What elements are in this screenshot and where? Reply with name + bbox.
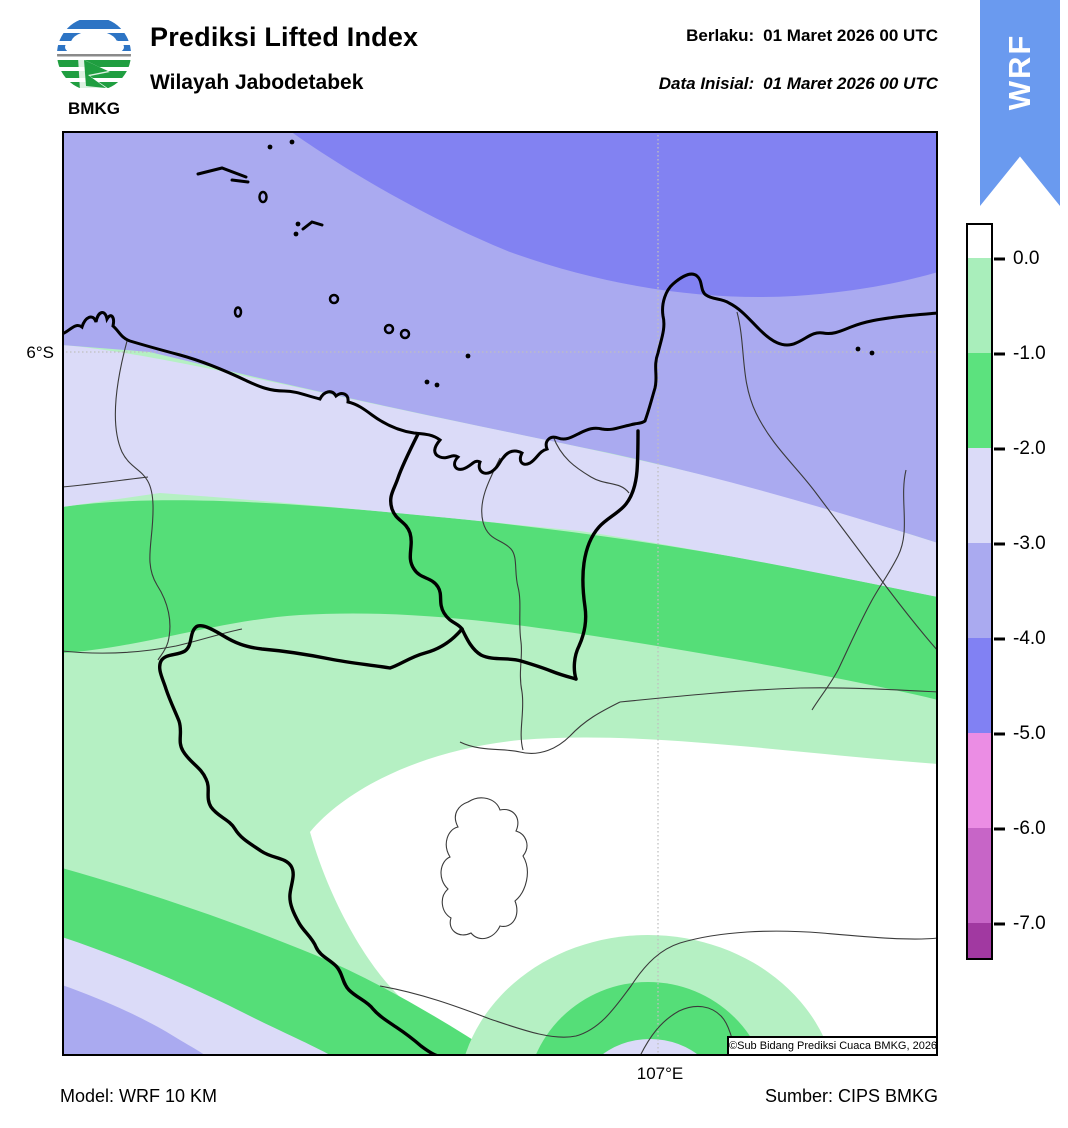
bmkg-logo-globe [57, 17, 131, 91]
fill-band-positive [310, 737, 938, 1056]
coastline [62, 272, 938, 475]
lon-tick-label: 107°E [636, 1064, 684, 1083]
colorbar-tick [994, 827, 1005, 830]
lat-tick-label: 6°S [26, 343, 54, 362]
valid-time-row: Berlaku: 01 Maret 2026 00 UTC [686, 26, 938, 46]
fill-band-m1-to-m2 [62, 500, 938, 700]
valid-time-label: Berlaku: [686, 26, 755, 45]
colorbar-segment [968, 353, 991, 448]
init-time-row: Data Inisial: 01 Maret 2026 00 UTC [659, 74, 938, 94]
colorbar-tick [994, 922, 1005, 925]
colorbar-segment [968, 225, 991, 258]
init-time-value: 01 Maret 2026 00 UTC [763, 74, 938, 93]
fill-bullseye-green [535, 982, 761, 1056]
admin-boundary-thick [157, 429, 640, 1056]
colorbar-tick [994, 447, 1005, 450]
colorbar-tick [994, 637, 1005, 640]
colorbar-tick [994, 732, 1005, 735]
bogor-city-outline [440, 797, 528, 940]
colorbar-bar [966, 223, 993, 960]
colorbar-segment [968, 543, 991, 638]
fill-band-m2-to-m3 [62, 345, 938, 597]
copyright-box: ©Sub Bidang Prediksi Cuaca BMKG, 2026 [727, 1036, 938, 1056]
valid-time-value: 01 Maret 2026 00 UTC [763, 26, 938, 45]
fill-band-m4-to-m5 [290, 131, 938, 298]
colorbar-tick-label: -7.0 [1013, 912, 1046, 934]
model-label: Model: WRF 10 KM [60, 1086, 218, 1106]
bmkg-logo-text: BMKG [68, 99, 120, 118]
colorbar-segment [968, 258, 991, 353]
colorbar-tick-label: -3.0 [1013, 532, 1046, 554]
colorbar-tick [994, 257, 1005, 260]
colorbar-segment [968, 923, 991, 958]
init-time-label: Data Inisial: [658, 74, 755, 93]
admin-boundaries-thin [62, 311, 938, 1056]
fill-bullseye-core [600, 1039, 700, 1056]
bmkg-logo: BMKG [57, 17, 131, 118]
colorbar-tick-label: -1.0 [1013, 342, 1046, 364]
colorbar-tick-label: 0.0 [1013, 247, 1040, 269]
colorbar-segment [968, 638, 991, 733]
islands [196, 139, 875, 388]
wrf-ribbon: WRF [980, 0, 1060, 206]
map-canvas [62, 131, 938, 1056]
page-subtitle: Wilayah Jabodetabek [150, 71, 364, 94]
colorbar-segment [968, 733, 991, 828]
colorbar-tick-label: -5.0 [1013, 722, 1046, 744]
colorbar-tick [994, 352, 1005, 355]
colorbar-segment [968, 448, 991, 543]
colorbar-tick-label: -4.0 [1013, 627, 1046, 649]
fill-corner-periwinkle [62, 985, 206, 1056]
wrf-ribbon-label: WRF [1002, 33, 1037, 111]
colorbar-segment [968, 828, 991, 923]
colorbar-tick-label: -6.0 [1013, 817, 1046, 839]
colorbar: 0.0 -1.0 -2.0 -3.0 -4.0 -5.0 -6.0 -7.0 [966, 223, 1068, 983]
colorbar-tick [994, 542, 1005, 545]
page-title: Prediksi Lifted Index [150, 22, 419, 52]
colorbar-tick-label: -2.0 [1013, 437, 1046, 459]
source-label: Sumber: CIPS BMKG [764, 1086, 938, 1106]
